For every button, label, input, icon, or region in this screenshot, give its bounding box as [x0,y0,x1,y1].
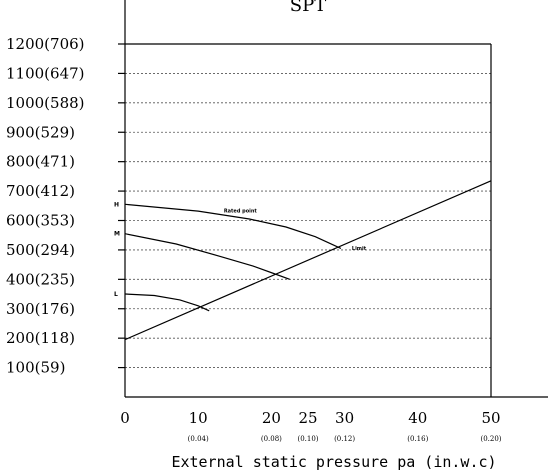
curve-label: L [114,291,118,298]
y-tick-label: 200(118) [6,329,75,347]
x-tick-label: 20 [262,409,281,427]
x-tick-label: 0 [120,409,130,427]
series-line-l [124,293,210,312]
x-tick-sublabel: (0.20) [480,435,501,443]
y-ticks: 100(59) 200(118) 300(176) 400(235) 500(294) 6… [6,35,125,377]
x-tick-sublabel: (0.08) [261,435,282,443]
x-axis-label: External static pressure pa (in.w.c) [171,453,496,471]
annotation: Rated point [224,208,258,214]
curve-label: M [114,231,120,238]
y-tick-label: 300(176) [6,300,75,318]
annotations: Rated point Limit [224,208,367,252]
y-tick-label: 600(353) [6,212,75,230]
x-tick-sublabel: (0.04) [188,435,209,443]
series-line-h [124,203,342,249]
y-tick-label: 1200(706) [6,35,85,53]
chart-title: SPT [290,0,326,16]
y-tick-label: 800(471) [6,153,75,171]
y-tick-label: 100(59) [6,359,65,377]
x-tick-label: 30 [335,409,354,427]
series: H M L [114,180,492,341]
x-tick-label: 40 [408,409,427,427]
x-tick-sublabel: (0.10) [297,435,318,443]
x-tick-label: 50 [481,409,500,427]
axes [124,0,548,398]
series-line-system [124,180,492,341]
annotation: Limit [352,246,367,252]
y-tick-label: 700(412) [6,182,75,200]
y-tick-label: 900(529) [6,123,75,141]
y-tick-label: 500(294) [6,241,75,259]
grid [125,43,491,368]
y-tick-label: 1100(647) [6,64,85,82]
y-tick-label: 1000(588) [6,94,85,112]
series-line-m [124,233,290,280]
x-tick-label: 10 [189,409,208,427]
y-tick-label: 400(235) [6,270,75,288]
x-ticks: 0 10 (0.04) 20 (0.08) 25 (0.10) 30 (0.12) 40 (0.16… [120,409,502,443]
curve-label: H [114,201,119,208]
x-tick-label: 25 [298,409,317,427]
x-tick-sublabel: (0.12) [334,435,355,443]
x-tick-sublabel: (0.16) [407,435,428,443]
